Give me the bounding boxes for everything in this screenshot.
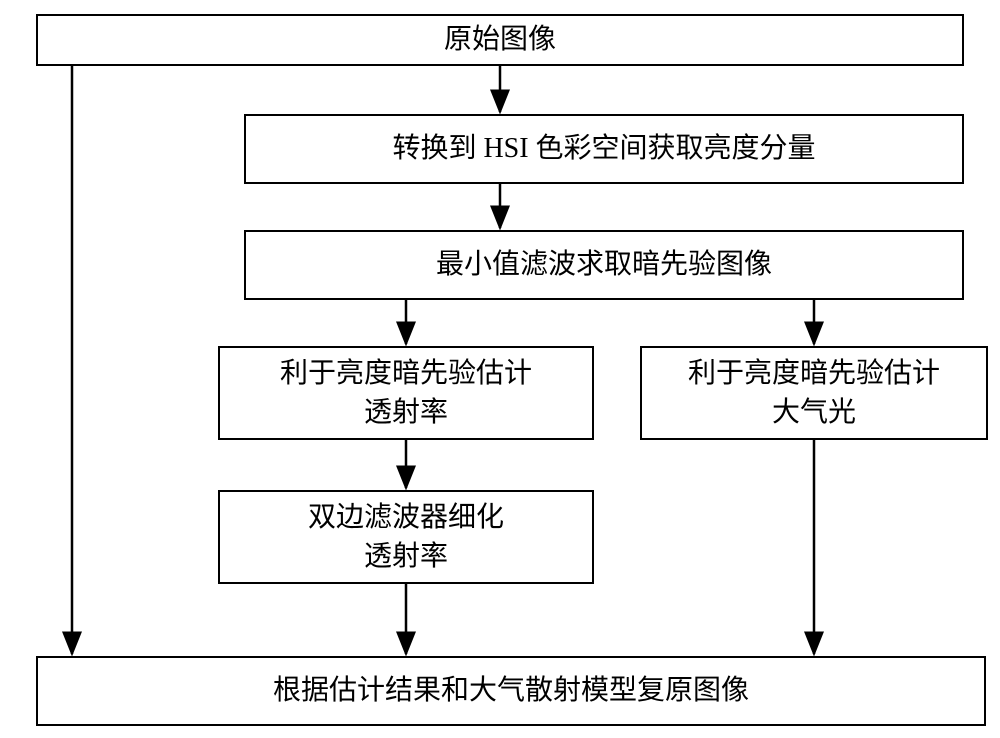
node-original-image: 原始图像 [36,14,964,66]
node-restore-image: 根据估计结果和大气散射模型复原图像 [36,656,986,726]
node-label: 双边滤波器细化 透射率 [308,498,504,576]
node-label: 利于亮度暗先验估计 大气光 [688,354,940,432]
node-label: 转换到 HSI 色彩空间获取亮度分量 [392,129,815,168]
node-label: 最小值滤波求取暗先验图像 [436,245,772,284]
node-label: 原始图像 [444,20,556,59]
node-label: 根据估计结果和大气散射模型复原图像 [273,671,749,710]
node-bilateral-filter: 双边滤波器细化 透射率 [218,490,594,584]
node-atmospheric-light: 利于亮度暗先验估计 大气光 [640,346,988,440]
node-hsi-convert: 转换到 HSI 色彩空间获取亮度分量 [244,114,964,184]
node-label: 利于亮度暗先验估计 透射率 [280,354,532,432]
node-transmission-est: 利于亮度暗先验估计 透射率 [218,346,594,440]
node-min-filter: 最小值滤波求取暗先验图像 [244,230,964,300]
